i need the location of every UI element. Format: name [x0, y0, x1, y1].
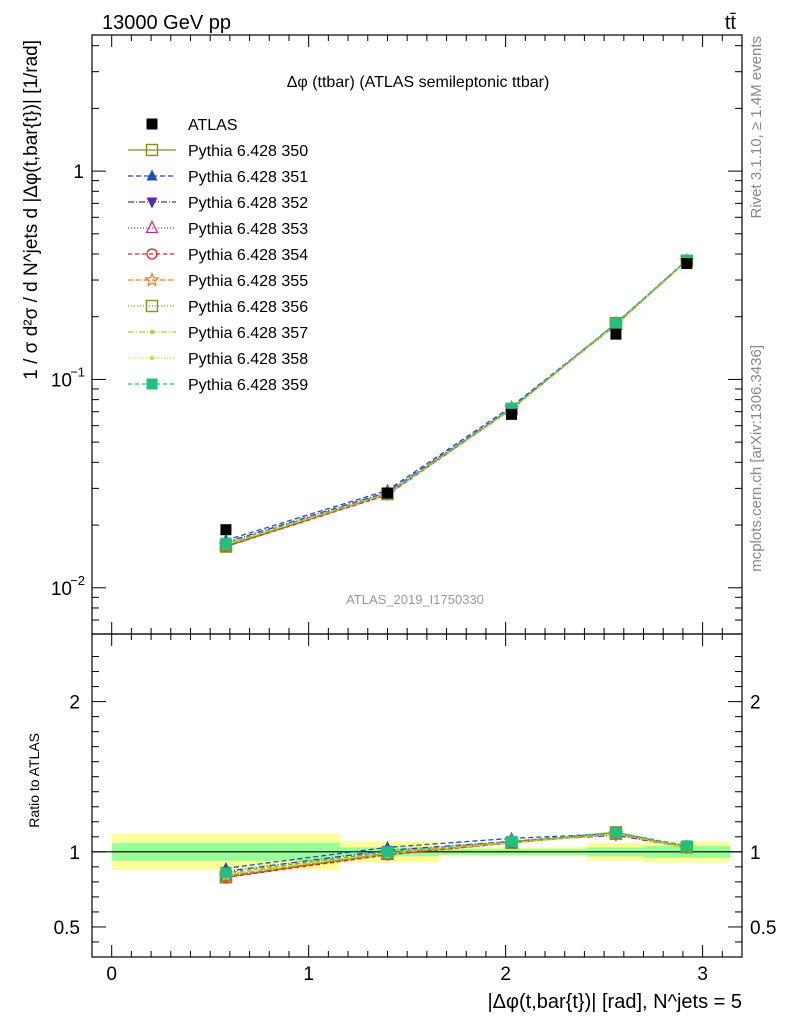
reference-point: [506, 408, 518, 420]
ratio-tick-label-right: 2: [750, 693, 761, 714]
series-point: [610, 317, 622, 329]
reference-point: [610, 328, 622, 340]
legend-entry-7: Pythia 6.428 356: [128, 299, 308, 316]
ratio-tick-label-left: 0.5: [54, 918, 80, 939]
ratio-tick-label-left: 2: [69, 693, 80, 714]
series-4: [219, 252, 694, 882]
series-10: [220, 254, 693, 879]
legend-label: Pythia 6.428 355: [188, 273, 308, 290]
axes: 0 1 2 310−210−110.5 0.51 12 2: [51, 34, 776, 985]
ratio-y-axis-label: Ratio to ATLAS: [26, 733, 42, 828]
series-5: [220, 255, 693, 884]
ratio-frame: [91, 633, 743, 958]
ratio-series-point: [381, 846, 393, 858]
series-2: [220, 253, 693, 873]
x-tick-label: 3: [697, 964, 708, 985]
legend-entry-2: Pythia 6.428 351: [128, 169, 308, 186]
legend-marker: [146, 118, 158, 130]
legend-label: Pythia 6.428 356: [188, 299, 308, 316]
legend-marker: [146, 378, 158, 390]
process-label: tt̄: [725, 12, 737, 34]
energy-label: 13000 GeV pp: [102, 12, 231, 34]
y-tick-exponent: −2: [70, 573, 85, 588]
series-layer: [218, 252, 695, 884]
rivet-label: Rivet 3.1.10, ≥ 1.4M events: [748, 36, 765, 219]
legend-marker: [145, 143, 159, 157]
ratio-tick-label-right: 1: [750, 843, 761, 864]
legend-entry-1: Pythia 6.428 350: [128, 143, 308, 160]
legend-label: ATLAS: [188, 117, 238, 134]
ratio-tick-label-left: 1: [69, 843, 80, 864]
legend-marker: [150, 330, 154, 334]
legend-entry-10: Pythia 6.428 359: [128, 377, 308, 394]
x-tick-label: 1: [303, 964, 314, 985]
legend-marker: [144, 271, 160, 287]
legend-marker: [146, 248, 158, 260]
legend-label: Pythia 6.428 352: [188, 195, 308, 212]
series-7: [219, 254, 694, 883]
legend-label: Pythia 6.428 350: [188, 143, 308, 160]
legend-label: Pythia 6.428 359: [188, 377, 308, 394]
x-tick-label: 2: [500, 964, 511, 985]
ratio-series-point: [220, 867, 232, 879]
ratio-tick-label-right: 0.5: [750, 918, 776, 939]
x-axis-label: |Δφ(t,bar{t})| [rad], N^jets = 5: [487, 991, 742, 1013]
legend-marker: [150, 356, 154, 360]
legend-marker: [145, 299, 159, 313]
legend-entry-5: Pythia 6.428 354: [128, 247, 308, 264]
y-tick-label: 1: [73, 162, 84, 183]
reference-series: [220, 258, 693, 536]
y-axis-label: 1 / σ d²σ / d N^jets d |Δφ(t,bar{t})| [1…: [21, 40, 42, 380]
series-1: [219, 254, 694, 884]
legend-marker: [146, 169, 158, 181]
legend-marker: [145, 220, 159, 234]
ratio-series-line: [225, 833, 687, 870]
legend-entry-3: Pythia 6.428 352: [128, 195, 308, 212]
legend-entry-6: Pythia 6.428 355: [128, 271, 308, 290]
x-tick-label: 0: [106, 964, 117, 985]
legend: ATLAS Pythia 6.428 350 Pythia 6.428 351 Pyt…: [128, 117, 308, 394]
mcplots-label: mcplots.cern.ch [arXiv:1306.3436]: [748, 345, 765, 572]
series-6: [218, 252, 695, 883]
chart-title: Δφ (ttbar) (ATLAS semileptonic ttbar): [287, 74, 550, 91]
legend-label: Pythia 6.428 351: [188, 169, 308, 186]
legend-label: Pythia 6.428 353: [188, 221, 308, 238]
reference-point: [681, 258, 693, 270]
legend-entry-8: Pythia 6.428 357: [128, 325, 308, 342]
series-line: [225, 259, 688, 544]
series-point: [220, 537, 232, 549]
series-3: [220, 256, 693, 878]
legend-entry-atlas: ATLAS: [146, 117, 238, 134]
ratio-series-point: [681, 840, 693, 852]
legend-entry-9: Pythia 6.428 358: [128, 351, 308, 368]
legend-entry-4: Pythia 6.428 353: [128, 220, 308, 238]
y-tick-label: 10: [51, 370, 72, 391]
legend-label: Pythia 6.428 354: [188, 247, 308, 264]
ratio-series-point: [610, 826, 622, 838]
y-tick-exponent: −1: [70, 364, 85, 379]
y-tick-label: 10: [51, 579, 72, 600]
reference-point: [381, 487, 393, 499]
legend-marker: [146, 197, 158, 209]
analysis-label: ATLAS_2019_I1750330: [346, 592, 484, 607]
series-point: [506, 402, 518, 414]
ratio-series-line: [225, 833, 687, 877]
legend-label: Pythia 6.428 357: [188, 325, 308, 342]
legend-label: Pythia 6.428 358: [188, 351, 308, 368]
reference-point: [220, 524, 232, 536]
ratio-series-point: [506, 835, 518, 847]
